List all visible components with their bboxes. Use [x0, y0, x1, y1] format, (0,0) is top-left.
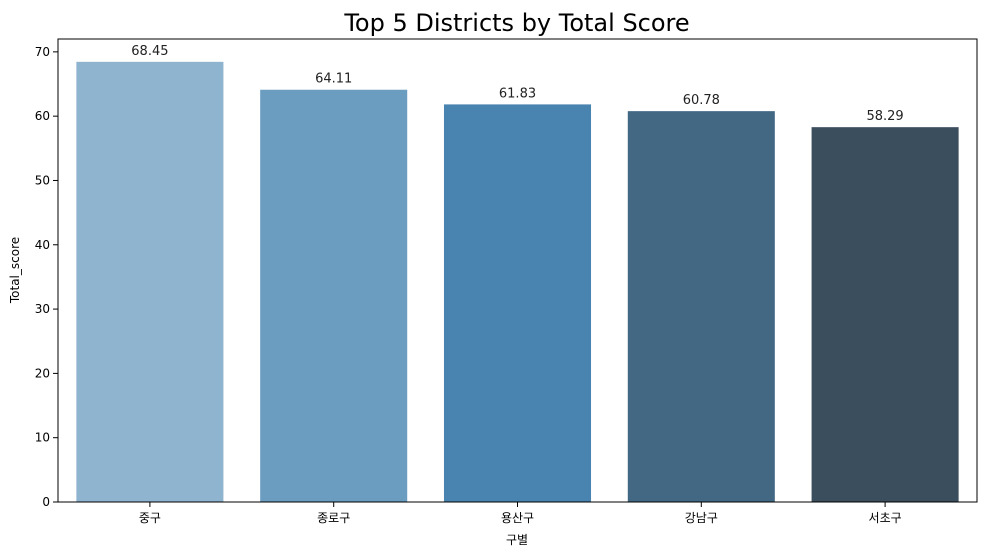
- x-tick-label: 강남구: [685, 511, 718, 525]
- y-tick-label: 50: [35, 173, 50, 187]
- y-tick-label: 10: [35, 431, 50, 445]
- chart-title: Top 5 Districts by Total Score: [343, 9, 689, 37]
- bar-value-label: 64.11: [315, 72, 352, 87]
- x-axis-label: 구별: [506, 533, 528, 547]
- y-axis-label: Total_score: [8, 237, 22, 304]
- y-tick-label: 0: [42, 495, 50, 509]
- y-tick-label: 20: [35, 366, 50, 380]
- x-tick-label: 용산구: [501, 511, 534, 525]
- bar-value-label: 68.45: [131, 44, 168, 59]
- plot-frame: [57, 38, 978, 503]
- y-tick-label: 60: [35, 109, 50, 123]
- bar-5: [811, 127, 959, 503]
- plot-area: 68.45 중구 64.11 종로구 61.83 용산구 60.78 강남구 58.29 서초구 0…: [35, 38, 978, 525]
- bar-2: [260, 89, 408, 502]
- bar-3: [443, 104, 592, 503]
- x-tick-label: 서초구: [869, 511, 902, 525]
- bar-value-label: 58.29: [866, 109, 903, 124]
- y-tick-label: 30: [35, 302, 50, 316]
- bar-4: [627, 111, 775, 503]
- y-tick-label: 40: [35, 238, 50, 252]
- x-tick-label: 종로구: [317, 511, 350, 525]
- bar-value-label: 61.83: [499, 86, 536, 101]
- y-tick-label: 70: [35, 45, 50, 59]
- x-tick-label: 중구: [139, 511, 161, 525]
- bar-1: [76, 61, 224, 503]
- bar-value-label: 60.78: [683, 93, 720, 108]
